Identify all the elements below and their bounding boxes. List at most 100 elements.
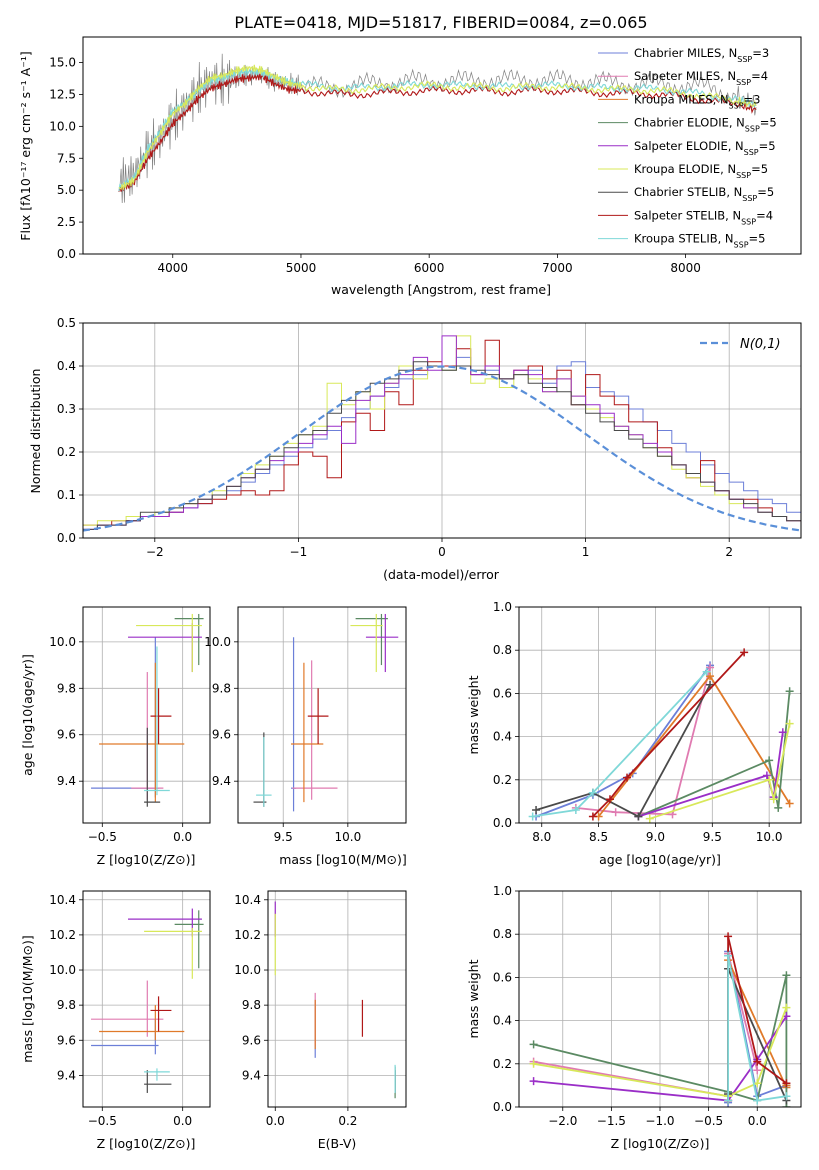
- y-tick-label: 12.5: [49, 87, 76, 101]
- y-tick-label: 1.0: [493, 884, 512, 898]
- x-axis-label: Z [log10(Z/Z⊙)]: [97, 852, 196, 867]
- weight-point-marker: [724, 1096, 733, 1105]
- x-tick-label: 8.0: [532, 830, 551, 844]
- y-tick-label: 9.4: [57, 774, 76, 788]
- y-tick-label: 9.8: [57, 681, 76, 695]
- y-tick-label: 2.5: [57, 215, 76, 229]
- axes-frame: [82, 36, 802, 255]
- x-tick-label: 0.0: [748, 1114, 767, 1128]
- panel-spectrum: 4000 5000 6000 7000 8000 0.0 2.5 5.0 7.5 10.0 12.5…: [18, 36, 802, 297]
- y-tick-label: 1.0: [493, 600, 512, 614]
- x-tick-label: 9.5: [274, 830, 293, 844]
- legend-entry: Salpeter STELIB, NSSP=4: [634, 208, 773, 226]
- x-tick-label: 1: [582, 545, 590, 559]
- weight-point-marker: [611, 808, 620, 817]
- x-axis-label: Z [log10(Z/Z⊙)]: [97, 1136, 196, 1151]
- legend-normal-label: N(0,1): [740, 337, 781, 352]
- weight-point-marker: [753, 1096, 762, 1105]
- x-tick-label: 10.0: [334, 830, 361, 844]
- y-axis-label: mass [log10(M/M⊙)]: [20, 935, 35, 1063]
- x-axis-label: mass [log10(M/M⊙)]: [279, 852, 407, 867]
- y-tick-label: 10.2: [234, 928, 261, 942]
- panel-mass-vs-EBV: 0.0 0.2 9.4 9.6 9.8 10.0 10.2 10.4 E(B-V): [234, 890, 407, 1151]
- plot-area-mass-vs-EBV: [274, 901, 396, 1099]
- weight-point-marker: [765, 756, 774, 765]
- x-tick-label: 0.0: [173, 1114, 192, 1128]
- weight-series-line: [649, 723, 791, 820]
- plot-area-weight-vs-age: [528, 648, 794, 823]
- x-tick-label: 8.5: [589, 830, 608, 844]
- weight-point-marker: [529, 1077, 538, 1086]
- y-tick-label: 10.0: [204, 635, 231, 649]
- weight-series-line: [533, 1007, 788, 1098]
- y-tick-label: 0.0: [57, 531, 76, 545]
- histogram-series: [83, 361, 801, 530]
- y-tick-label: 5.0: [57, 183, 76, 197]
- weight-point-marker: [782, 1092, 791, 1101]
- weight-point-marker: [774, 803, 783, 812]
- weight-series-line: [533, 953, 759, 1098]
- x-axis-label: wavelength [Angstrom, rest frame]: [331, 282, 551, 297]
- x-tick-label: 2: [725, 545, 733, 559]
- y-tick-label: 10.2: [49, 928, 76, 942]
- weight-point-marker: [765, 775, 774, 784]
- panel-mass-vs-Z: −0.5 0.0 9.4 9.6 9.8 10.0 10.2 10.4 Z [log10(Z/Z…: [20, 890, 211, 1151]
- y-tick-label: 9.4: [57, 1068, 76, 1082]
- x-tick-label: −1.0: [645, 1114, 674, 1128]
- plot-area-residuals: [83, 335, 801, 532]
- x-tick-label: −1.5: [597, 1114, 626, 1128]
- y-tick-label: 9.8: [242, 998, 261, 1012]
- x-axis-label: Z [log10(Z/Z⊙)]: [611, 1136, 710, 1151]
- weight-point-marker: [778, 728, 787, 737]
- y-axis-label: mass weight: [466, 959, 481, 1038]
- x-tick-label: 9.5: [703, 830, 722, 844]
- weight-point-marker: [605, 795, 614, 804]
- x-axis-label: age [log10(age/yr)]: [599, 852, 721, 867]
- x-tick-label: 5000: [286, 261, 317, 275]
- y-tick-label: 9.4: [212, 774, 231, 788]
- weight-point-marker: [782, 1003, 791, 1012]
- y-tick-label: 0.8: [493, 643, 512, 657]
- panel-age-vs-Z: −0.5 0.0 9.4 9.6 9.8 10.0 Z [log10(Z/Z⊙)] age […: [20, 606, 211, 867]
- x-tick-label: 8000: [670, 261, 701, 275]
- y-tick-label: 9.8: [212, 681, 231, 695]
- y-axis-label: Normed distribution: [28, 369, 43, 494]
- plot-area-spectrum: [118, 53, 757, 204]
- x-tick-label: 4000: [157, 261, 188, 275]
- weight-point-marker: [623, 773, 632, 782]
- legend-entry: Chabrier STELIB, NSSP=5: [634, 185, 774, 203]
- weight-series-line: [532, 671, 708, 818]
- y-tick-label: 0.6: [493, 686, 512, 700]
- figure-title: PLATE=0418, MJD=51817, FIBERID=0084, z=0…: [234, 13, 647, 32]
- x-tick-label: −1: [290, 545, 308, 559]
- weight-point-marker: [645, 814, 654, 823]
- x-tick-label: 0.0: [173, 830, 192, 844]
- y-tick-label: 0.5: [57, 316, 76, 330]
- panel-weight-vs-Z: −2.0 −1.5 −1.0 −0.5 0.0 0.0 0.2 0.4 0.6 0.8 1.0 Z […: [466, 884, 802, 1151]
- weight-point-marker: [571, 806, 580, 815]
- legend-entry: Chabrier ELODIE, NSSP=5: [634, 116, 777, 134]
- y-axis-label: Flux [fλ10⁻¹⁷ erg cm⁻² s⁻¹ A⁻¹]: [18, 51, 33, 240]
- y-tick-label: 9.6: [57, 1033, 76, 1047]
- axes-frame: [267, 890, 407, 1108]
- y-tick-label: 9.6: [57, 728, 76, 742]
- weight-point-marker: [762, 771, 771, 780]
- weight-series-line: [535, 684, 711, 818]
- weight-series-line: [638, 732, 784, 818]
- weight-point-marker: [724, 951, 733, 960]
- weight-point-marker: [740, 648, 749, 657]
- weight-point-marker: [753, 1057, 762, 1066]
- y-tick-label: 7.5: [57, 151, 76, 165]
- x-axis-label: E(B-V): [318, 1136, 357, 1151]
- weight-point-marker: [785, 687, 794, 696]
- weight-point-marker: [529, 1059, 538, 1068]
- weight-point-marker: [706, 672, 715, 681]
- weight-series-line: [535, 664, 711, 818]
- legend-entry: Kroupa ELODIE, NSSP=5: [634, 162, 768, 180]
- weight-point-marker: [532, 806, 541, 815]
- weight-point-marker: [785, 799, 794, 808]
- weight-series-line: [592, 651, 745, 818]
- spectrum-legend: Chabrier MILES, NSSP=3 Salpeter MILES, NS…: [598, 46, 777, 249]
- weight-point-marker: [706, 663, 715, 672]
